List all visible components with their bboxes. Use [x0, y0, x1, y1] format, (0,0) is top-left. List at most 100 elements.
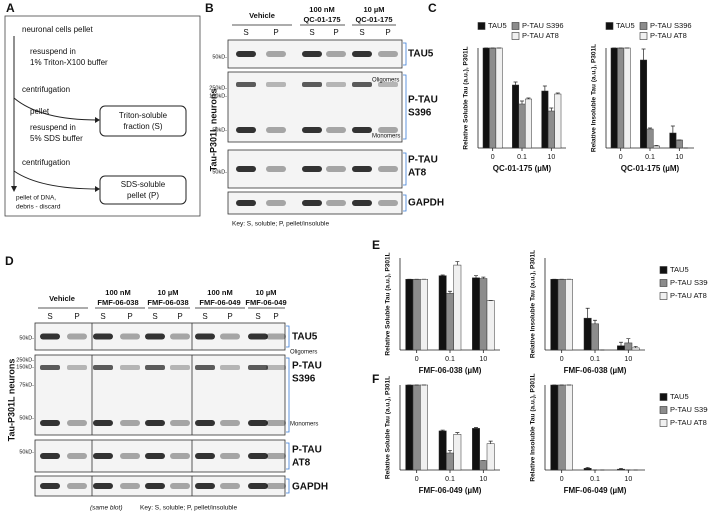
- x-tick-label: 0: [619, 154, 623, 161]
- bar: [412, 278, 421, 351]
- blot-band: [378, 82, 398, 87]
- blot-band: [120, 453, 140, 459]
- x-axis-title: FMF-06-038 (µM): [564, 366, 627, 375]
- arrow-head: [11, 186, 17, 192]
- blot-band: [352, 200, 372, 206]
- bar: [479, 460, 488, 471]
- lane-label: S: [359, 28, 364, 37]
- error-bar: [448, 290, 452, 294]
- panel-letter: B: [205, 1, 214, 15]
- blot-band: [40, 420, 60, 426]
- x-tick-label: 0.1: [445, 476, 455, 483]
- legend-label: TAU5: [670, 265, 689, 274]
- panel-letter: F: [372, 372, 379, 386]
- blot-band: [220, 365, 240, 370]
- blot-label: AT8: [292, 458, 311, 469]
- group-heading: Vehicle: [249, 11, 275, 20]
- blot-band: [248, 453, 268, 459]
- blot-band: [195, 420, 215, 426]
- flow-step: resuspend in: [30, 123, 76, 132]
- x-tick-label: 0.1: [590, 356, 600, 363]
- x-tick-label: 0: [415, 356, 419, 363]
- arrow-head: [95, 117, 100, 123]
- blot-label: GAPDH: [292, 482, 328, 493]
- lane-label: S: [202, 312, 207, 321]
- flow-arrow: [13, 170, 99, 190]
- y-axis-title: Relative Soluble Tau (a.u.), P301L: [385, 252, 392, 355]
- bar: [541, 90, 549, 149]
- bar: [453, 264, 462, 351]
- error-bar: [440, 429, 445, 431]
- legend-label: P-TAU AT8: [670, 291, 707, 300]
- bar: [438, 430, 447, 471]
- flow-step: pellet: [30, 107, 50, 116]
- y-axis-title: Relative Insoluble Tau (a.u.), P301L: [530, 250, 537, 358]
- blot-band: [67, 483, 87, 489]
- bar: [405, 384, 414, 471]
- bar: [512, 84, 520, 149]
- bar: [547, 110, 555, 149]
- blot-band: [248, 420, 268, 426]
- x-axis-title: FMF-06-049 (µM): [564, 486, 627, 495]
- group-heading: 10 µM: [256, 288, 277, 297]
- bar: [557, 278, 566, 351]
- blot-band: [266, 453, 286, 459]
- blot-band: [170, 483, 190, 489]
- blot-band: [378, 51, 398, 57]
- blot-label: AT8: [408, 168, 427, 179]
- blot-band: [248, 333, 268, 340]
- mw-marker: 50kD-: [19, 415, 34, 421]
- x-axis-title: FMF-06-038 (µM): [419, 366, 482, 375]
- flow-frame: [4, 15, 201, 217]
- legend-swatch: [511, 22, 520, 30]
- x-tick-label: 0.1: [517, 154, 527, 161]
- error-bar: [474, 275, 478, 278]
- x-axis-title: FMF-06-049 (µM): [419, 486, 482, 495]
- panel-letter: A: [6, 1, 15, 15]
- lane-label: P: [74, 312, 79, 321]
- blot-band: [195, 365, 215, 370]
- error-bar: [488, 440, 493, 444]
- blot-band: [266, 82, 286, 87]
- mw-marker: 50kD-: [212, 169, 227, 175]
- legend-swatch: [639, 22, 648, 30]
- flow-step: centrifugation: [22, 85, 70, 94]
- blot-band: [352, 82, 372, 87]
- blot-band: [195, 483, 215, 489]
- x-tick-label: 0: [415, 476, 419, 483]
- lane-label: P: [127, 312, 132, 321]
- bar: [669, 132, 677, 149]
- blot-band: [236, 200, 256, 206]
- y-axis-title: Relative Insoluble Tau (a.u.), P301L: [530, 373, 537, 481]
- mw-marker: 50kD-: [19, 449, 34, 455]
- error-bar: [648, 127, 652, 129]
- bar: [446, 452, 454, 471]
- blot-bracket: [286, 478, 290, 494]
- bar: [565, 278, 573, 351]
- blot-band: [145, 453, 165, 459]
- bar: [623, 47, 631, 149]
- mw-marker: 75kD-: [19, 382, 34, 388]
- flow-step: centrifugation: [22, 158, 70, 167]
- mw-marker: 150kD-: [209, 93, 227, 99]
- lane-label: S: [47, 312, 52, 321]
- blot-band: [93, 453, 113, 459]
- bar: [412, 384, 421, 471]
- bar: [420, 278, 428, 351]
- legend-label: P-TAU S396: [650, 21, 692, 30]
- flow-step: debris - discard: [16, 204, 61, 211]
- blot-key: Key: S, soluble; P, pellet/insoluble: [232, 221, 329, 228]
- bar: [472, 428, 480, 471]
- blot-label: TAU5: [408, 49, 434, 60]
- x-axis-title: QC-01-175 (µM): [621, 164, 680, 173]
- error-bar: [526, 97, 531, 99]
- panel-letter: D: [5, 254, 14, 268]
- blot-band: [145, 365, 165, 370]
- x-tick-label: 0.1: [445, 356, 455, 363]
- blot-band: [266, 127, 286, 133]
- lane-label: S: [255, 312, 260, 321]
- flow-step: neuronal cells pellet: [22, 25, 93, 34]
- blot-band: [195, 333, 215, 340]
- error-bar: [670, 125, 675, 133]
